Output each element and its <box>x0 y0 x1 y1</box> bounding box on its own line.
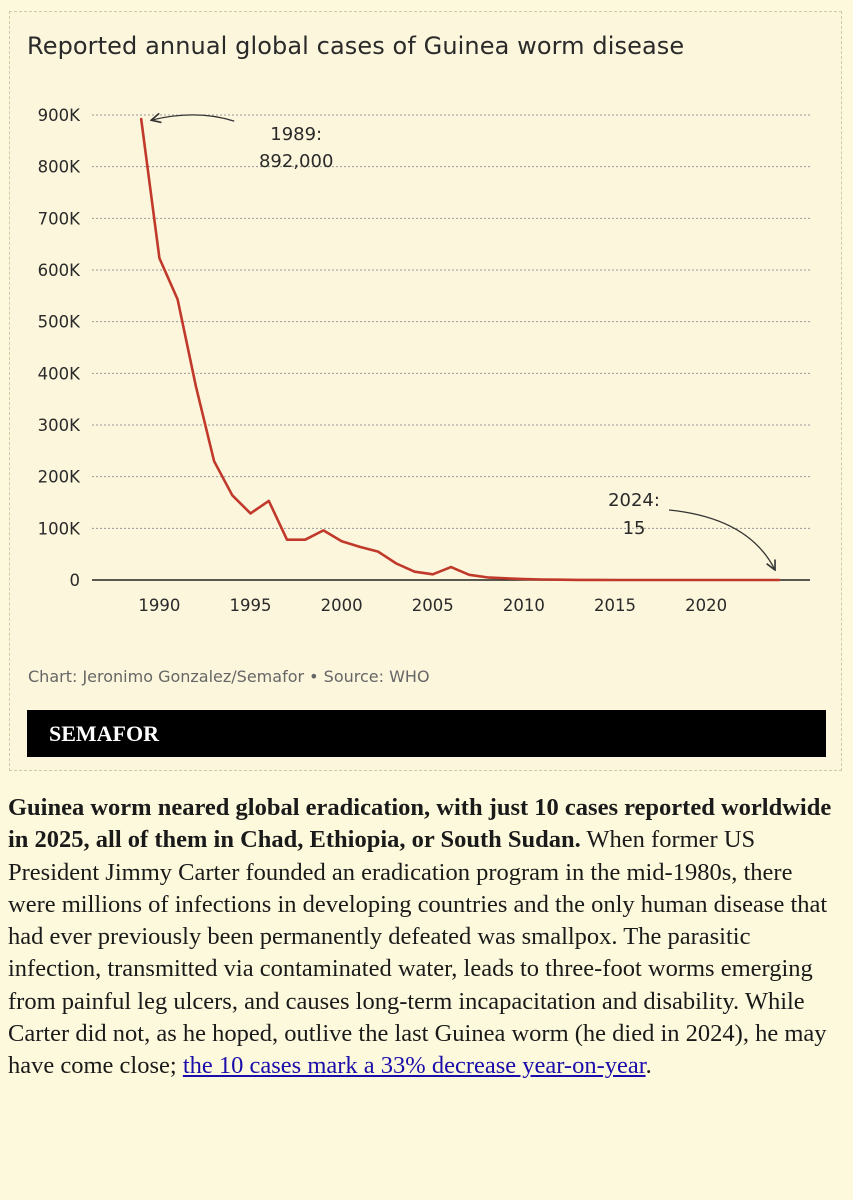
article-end: . <box>645 1052 652 1080</box>
y-tick-label: 700K <box>38 209 81 228</box>
article-headline: Guinea worm neared global eradication, w… <box>8 794 832 854</box>
article-paragraph: Guinea worm neared global eradication, w… <box>8 792 844 1083</box>
y-tick-label: 400K <box>38 364 81 383</box>
x-tick-label: 2010 <box>503 596 545 615</box>
x-tick-label: 2000 <box>321 596 363 615</box>
chart-credit: Chart: Jeronimo Gonzalez/Semafor • Sourc… <box>28 667 430 686</box>
article-body: When former US President Jimmy Carter fo… <box>8 826 828 1080</box>
y-tick-label: 600K <box>38 261 81 280</box>
article-link[interactable]: the 10 cases mark a 33% decrease year-on… <box>182 1052 646 1080</box>
y-tick-label: 800K <box>38 158 81 177</box>
y-tick-label: 300K <box>38 416 81 435</box>
annotation-2024-value: 15 <box>623 518 646 539</box>
cases-series-line <box>139 117 781 582</box>
x-tick-label: 2005 <box>412 596 454 615</box>
y-tick-label: 100K <box>38 519 81 538</box>
x-tick-label: 2020 <box>685 596 727 615</box>
x-tick-label: 1990 <box>138 596 180 615</box>
y-tick-label: 500K <box>38 313 81 332</box>
chart-card: Reported annual global cases of Guinea w… <box>9 11 842 771</box>
annotation-1989-year: 1989: <box>270 124 322 145</box>
y-tick-label: 200K <box>38 468 81 487</box>
brand-logo: SEMAFOR <box>27 710 826 757</box>
x-tick-label: 1995 <box>230 596 272 615</box>
y-tick-label: 0 <box>70 571 81 590</box>
annotation-2024-year: 2024: <box>608 490 660 511</box>
line-chart: 0 100K 200K 300K 400K 500K 600K 700K 800K 900K 199… <box>38 106 810 615</box>
y-tick-label: 900K <box>38 106 81 125</box>
x-tick-label: 2015 <box>594 596 636 615</box>
annotation-1989-value: 892,000 <box>259 151 333 172</box>
annotation-1989-arrow <box>151 115 235 121</box>
chart-title: Reported annual global cases of Guinea w… <box>27 32 685 60</box>
annotation-2024-arrow <box>668 509 775 570</box>
